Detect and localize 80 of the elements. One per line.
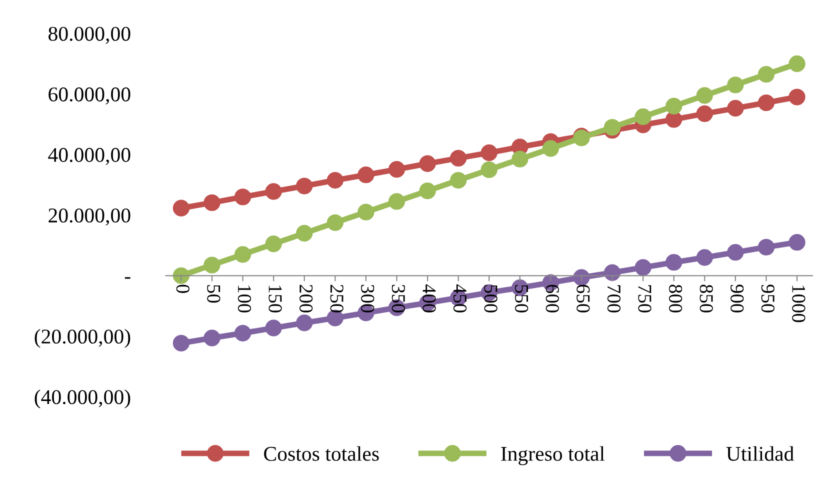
point [204, 194, 220, 212]
point [634, 259, 652, 276]
point [265, 320, 282, 336]
x-tick-label: 900 [730, 284, 744, 312]
x-tick-label: 400 [422, 284, 436, 312]
point [573, 269, 590, 286]
point [666, 98, 682, 114]
point [326, 172, 344, 189]
x-tick-label: 300 [361, 284, 374, 312]
y-tick-label: 80.000,00 [48, 26, 130, 44]
point [450, 150, 467, 167]
y-tick-label: - [124, 277, 130, 279]
x-tick-label: 50 [207, 285, 220, 303]
legend-label: Ingreso total [501, 446, 605, 466]
point [172, 334, 190, 352]
point [388, 193, 406, 210]
x-tick-label: 750 [638, 285, 652, 312]
point [604, 264, 621, 281]
point [265, 236, 282, 252]
y-tick-label: (40.000,00) [34, 390, 130, 408]
point [419, 182, 436, 200]
x-tick-label: 700 [607, 285, 621, 312]
point [204, 256, 220, 274]
point [666, 254, 682, 271]
x-tick-label: 550 [515, 285, 528, 312]
point [758, 66, 775, 83]
point [758, 94, 775, 112]
point [296, 224, 313, 242]
point [696, 105, 713, 122]
point [480, 161, 498, 178]
point [512, 150, 528, 168]
x-tick-label: 950 [761, 284, 774, 312]
x-tick-label: 650 [576, 284, 590, 312]
x-tick-label: 450 [453, 284, 467, 312]
x-tick-label: 0 [176, 284, 190, 293]
point [696, 87, 713, 104]
x-tick-label: 600 [546, 284, 559, 312]
point [666, 111, 682, 128]
point [542, 140, 560, 157]
point [727, 244, 744, 261]
point [358, 204, 374, 220]
y-tick-label: 40.000,00 [48, 148, 130, 165]
x-tick-label: 850 [700, 284, 713, 312]
y-tick-label: 60.000,00 [48, 87, 130, 104]
point [296, 178, 313, 194]
point [450, 172, 467, 189]
point [727, 100, 744, 117]
point [358, 166, 374, 184]
x-tick-label: 1000 [792, 286, 806, 322]
point [234, 188, 252, 206]
x-tick-label: 500 [484, 285, 498, 312]
x-tick-label: 200 [299, 284, 313, 312]
point [788, 234, 806, 251]
point [758, 238, 775, 256]
legend-label: Costos totales [264, 446, 379, 461]
point [788, 55, 806, 72]
y-tick-label: 20.000,00 [48, 208, 130, 226]
point [172, 200, 190, 216]
x-tick-label: 250 [330, 284, 344, 312]
x-tick-label: 350 [392, 284, 405, 312]
legend-label: Utilidad [726, 446, 794, 461]
point [480, 144, 498, 162]
point [419, 155, 436, 172]
point [788, 88, 806, 106]
point [296, 314, 313, 332]
point [204, 330, 220, 346]
x-tick-label: 100 [238, 286, 252, 312]
point [172, 267, 190, 284]
point [265, 183, 282, 200]
point [234, 246, 252, 263]
point [326, 214, 344, 231]
point [696, 249, 713, 266]
point [388, 161, 406, 178]
x-tick-label: 800 [668, 284, 682, 312]
x-tick-label: 150 [268, 286, 282, 312]
point [634, 108, 652, 126]
y-tick-label: (20.000,00) [34, 328, 130, 348]
point [727, 76, 744, 94]
point [234, 324, 252, 342]
point [604, 118, 621, 136]
